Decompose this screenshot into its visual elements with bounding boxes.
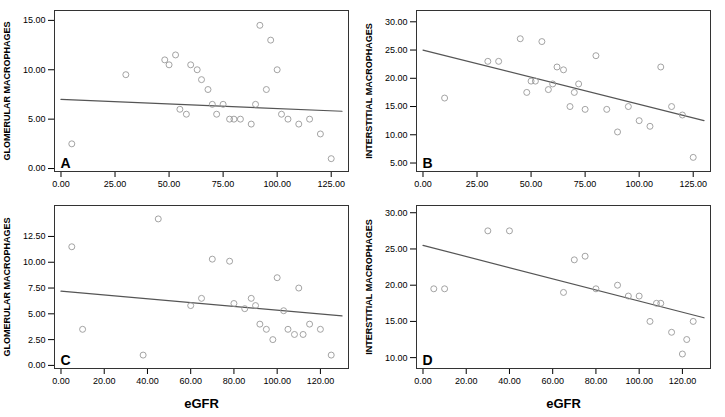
svg-text:125.00: 125.00 [317,179,345,189]
svg-text:25.00: 25.00 [466,179,489,189]
svg-text:80.00: 80.00 [223,376,246,386]
svg-text:0.00: 0.00 [52,179,70,189]
svg-text:7.50: 7.50 [28,283,46,293]
svg-text:5.00: 5.00 [28,309,46,319]
svg-text:75.00: 75.00 [574,179,597,189]
svg-text:5.00: 5.00 [28,114,46,124]
svg-text:25.00: 25.00 [385,45,408,55]
svg-text:100.00: 100.00 [263,179,291,189]
svg-text:100.00: 100.00 [625,376,653,386]
svg-text:100.00: 100.00 [625,179,653,189]
svg-text:GLOMERULAR MACROPHAGES: GLOMERULAR MACROPHAGES [2,22,12,161]
svg-text:120.00: 120.00 [307,376,335,386]
svg-text:40.00: 40.00 [498,376,521,386]
svg-text:15.00: 15.00 [385,101,408,111]
svg-text:50.00: 50.00 [520,179,543,189]
svg-text:INTERSTITIAL MACROPHAGES: INTERSTITIAL MACROPHAGES [364,219,374,354]
svg-text:40.00: 40.00 [136,376,159,386]
svg-text:60.00: 60.00 [179,376,202,386]
svg-text:B: B [423,155,433,171]
svg-text:125.00: 125.00 [679,179,707,189]
svg-text:0.00: 0.00 [52,376,70,386]
svg-text:15.00: 15.00 [385,316,408,326]
svg-text:0.00: 0.00 [28,360,46,370]
svg-text:GLOMERULAR MACROPHAGES: GLOMERULAR MACROPHAGES [2,218,12,357]
svg-text:INTERSTITIAL MACROPHAGES: INTERSTITIAL MACROPHAGES [364,23,374,158]
svg-text:eGFR: eGFR [546,396,581,411]
svg-text:75.00: 75.00 [212,179,235,189]
svg-text:10.00: 10.00 [385,353,408,363]
svg-text:D: D [423,352,433,368]
svg-text:100.00: 100.00 [263,376,291,386]
svg-text:15.00: 15.00 [23,15,46,25]
svg-text:10.00: 10.00 [385,130,408,140]
svg-text:10.00: 10.00 [23,257,46,267]
svg-text:C: C [61,352,71,368]
svg-text:25.00: 25.00 [385,244,408,254]
svg-text:2.50: 2.50 [28,334,46,344]
svg-text:0.00: 0.00 [414,179,432,189]
svg-text:50.00: 50.00 [158,179,181,189]
svg-text:20.00: 20.00 [455,376,478,386]
svg-text:eGFR: eGFR [184,396,219,411]
svg-text:120.00: 120.00 [669,376,697,386]
svg-text:20.00: 20.00 [385,280,408,290]
svg-text:80.00: 80.00 [585,376,608,386]
svg-text:5.00: 5.00 [390,158,408,168]
svg-text:20.00: 20.00 [93,376,116,386]
svg-text:60.00: 60.00 [541,376,564,386]
svg-text:30.00: 30.00 [385,208,408,218]
svg-text:0.00: 0.00 [28,163,46,173]
svg-text:10.00: 10.00 [23,65,46,75]
svg-text:25.00: 25.00 [104,179,127,189]
svg-text:0.00: 0.00 [414,376,432,386]
svg-text:30.00: 30.00 [385,17,408,27]
svg-text:20.00: 20.00 [385,73,408,83]
svg-text:A: A [61,155,71,171]
svg-text:12.50: 12.50 [23,231,46,241]
